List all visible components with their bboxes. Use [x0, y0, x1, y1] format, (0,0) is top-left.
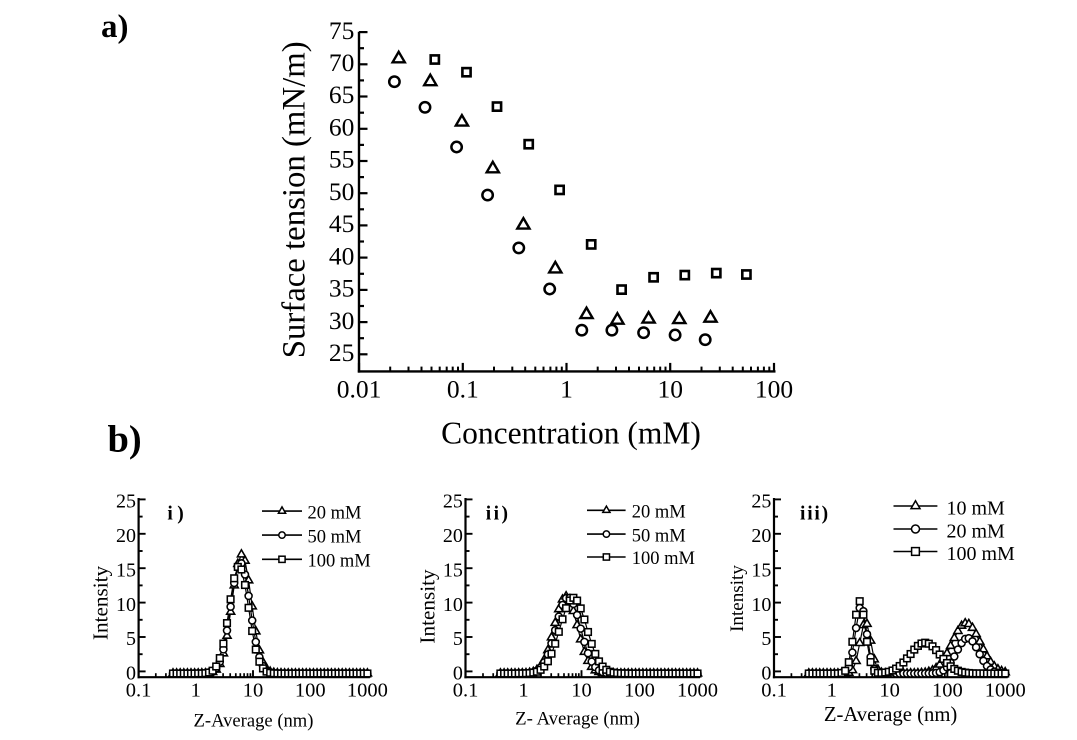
svg-text:0: 0: [453, 663, 463, 685]
svg-text:1: 1: [827, 680, 837, 702]
svg-text:25: 25: [116, 491, 136, 513]
svg-text:100 mM: 100 mM: [308, 552, 371, 572]
svg-text:Z- Average (nm): Z- Average (nm): [515, 709, 640, 730]
svg-text:15: 15: [116, 559, 136, 581]
svg-text:65: 65: [329, 80, 355, 109]
svg-text:Intensity: Intensity: [416, 569, 440, 644]
svg-text:i): i): [167, 504, 188, 525]
svg-text:10: 10: [443, 594, 463, 616]
svg-text:50 mM: 50 mM: [632, 526, 686, 546]
svg-text:100: 100: [624, 680, 655, 702]
svg-text:a): a): [101, 9, 129, 45]
svg-text:70: 70: [329, 48, 355, 77]
svg-text:25: 25: [751, 491, 771, 513]
svg-text:10: 10: [243, 680, 264, 702]
svg-text:75: 75: [329, 16, 355, 45]
svg-text:b): b): [108, 419, 142, 461]
svg-text:0: 0: [126, 663, 136, 685]
svg-text:10: 10: [116, 594, 136, 616]
svg-text:20 mM: 20 mM: [632, 503, 686, 523]
svg-text:0: 0: [761, 663, 771, 685]
svg-text:50: 50: [329, 177, 355, 206]
svg-text:35: 35: [329, 274, 355, 303]
svg-text:15: 15: [751, 559, 771, 581]
svg-text:100: 100: [932, 680, 963, 702]
svg-text:60: 60: [329, 113, 355, 142]
svg-text:0.1: 0.1: [126, 680, 152, 702]
svg-text:0.1: 0.1: [453, 680, 479, 702]
svg-text:5: 5: [761, 628, 771, 650]
svg-text:Z-Average (nm): Z-Average (nm): [824, 704, 957, 726]
svg-text:Intensity: Intensity: [727, 565, 748, 632]
svg-text:20: 20: [116, 525, 136, 547]
svg-text:1: 1: [191, 680, 201, 702]
svg-text:5: 5: [453, 628, 463, 650]
svg-text:20: 20: [443, 525, 463, 547]
svg-text:25: 25: [329, 338, 355, 367]
svg-text:20 mM: 20 mM: [947, 520, 1006, 542]
svg-text:45: 45: [329, 209, 355, 238]
svg-text:0.1: 0.1: [761, 680, 787, 702]
svg-text:15: 15: [443, 559, 463, 581]
svg-text:iii): iii): [800, 504, 830, 525]
svg-text:Surface tension (mN/m): Surface tension (mN/m): [277, 41, 313, 358]
svg-text:100 mM: 100 mM: [947, 543, 1016, 565]
svg-text:10: 10: [751, 594, 771, 616]
svg-text:1000: 1000: [677, 680, 718, 702]
svg-text:1: 1: [560, 375, 573, 404]
svg-text:20: 20: [751, 525, 771, 547]
svg-text:Concentration (mM): Concentration (mM): [441, 416, 701, 451]
svg-text:25: 25: [443, 491, 463, 513]
svg-text:100: 100: [295, 680, 326, 702]
svg-text:ii): ii): [486, 504, 511, 525]
svg-text:1000: 1000: [985, 680, 1026, 702]
svg-text:10 mM: 10 mM: [947, 497, 1006, 519]
svg-text:50 mM: 50 mM: [308, 527, 362, 547]
svg-text:0.01: 0.01: [337, 375, 382, 404]
svg-text:Z-Average (nm): Z-Average (nm): [194, 711, 314, 732]
svg-text:55: 55: [329, 145, 355, 174]
svg-text:0.1: 0.1: [447, 375, 479, 404]
svg-text:1000: 1000: [347, 680, 388, 702]
svg-text:5: 5: [126, 628, 136, 650]
svg-text:10: 10: [879, 680, 900, 702]
svg-text:1: 1: [518, 680, 528, 702]
svg-text:10: 10: [571, 680, 592, 702]
svg-text:10: 10: [657, 375, 683, 404]
svg-text:100: 100: [755, 375, 793, 404]
svg-text:40: 40: [329, 241, 355, 270]
svg-text:100 mM: 100 mM: [632, 549, 695, 569]
svg-text:Intensity: Intensity: [89, 566, 113, 641]
svg-text:30: 30: [329, 306, 355, 335]
svg-text:20 mM: 20 mM: [308, 503, 362, 523]
